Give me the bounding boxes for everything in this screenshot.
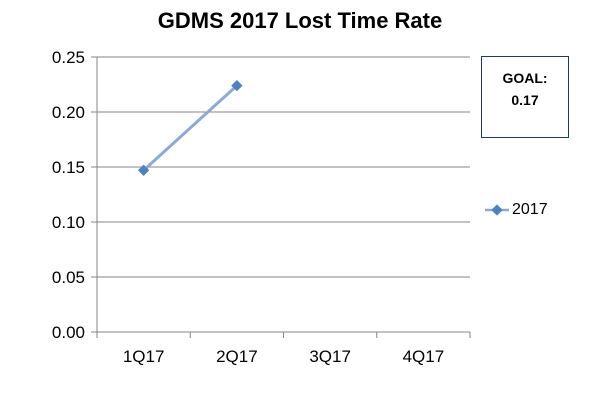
y-axis-ticks: 0.00 0.05 0.10 0.15 0.20 0.25: [52, 48, 97, 342]
y-tick-label: 0.15: [52, 158, 85, 177]
goal-value: 0.17: [511, 92, 539, 108]
x-axis-ticks: 1Q17 2Q17 3Q17 4Q17: [96, 332, 471, 366]
gridlines: [97, 56, 470, 278]
goal-annotation: GOAL: 0.17: [481, 56, 569, 138]
x-tick-label: 1Q17: [123, 347, 165, 366]
x-tick-label: 2Q17: [216, 347, 258, 366]
legend: 2017: [484, 198, 548, 222]
y-tick-label: 0.20: [52, 103, 85, 122]
x-tick-label: 3Q17: [309, 347, 351, 366]
series-group: [137, 79, 243, 176]
legend-marker: [485, 204, 509, 216]
y-tick-label: 0.00: [52, 323, 85, 342]
y-tick-label: 0.05: [52, 268, 85, 287]
goal-label: GOAL:: [502, 70, 548, 86]
series-line-2017: [142, 84, 238, 172]
legend-label-2017: 2017: [512, 201, 548, 218]
axes: [96, 57, 470, 333]
y-tick-label: 0.25: [52, 48, 85, 67]
data-point: [137, 164, 150, 176]
chart-title: GDMS 2017 Lost Time Rate: [157, 8, 443, 33]
y-tick-label: 0.10: [52, 213, 85, 232]
x-tick-label: 4Q17: [403, 347, 445, 366]
